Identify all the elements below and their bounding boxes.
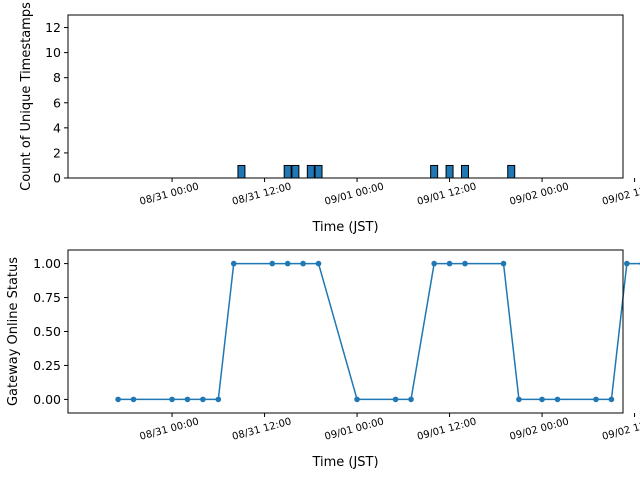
data-point <box>215 396 222 403</box>
y-tick-label: 0.75 <box>33 290 61 305</box>
y-tick-label: 0.00 <box>33 392 61 407</box>
data-point <box>230 260 237 267</box>
data-point <box>431 260 437 267</box>
data-point <box>392 396 399 403</box>
data-point <box>300 260 306 267</box>
y-tick-label: 12 <box>45 20 61 35</box>
line-chart-points <box>115 260 640 403</box>
data-point <box>446 260 453 267</box>
data-point <box>624 260 630 267</box>
y-tick-label: 1.00 <box>33 256 61 271</box>
line-chart-frame <box>67 249 624 414</box>
bar <box>445 164 454 179</box>
bar <box>291 164 300 179</box>
bar-chart-y-ticks: 0 2 4 6 8 10 12 <box>45 20 68 186</box>
bar <box>460 164 469 179</box>
data-point <box>500 260 507 267</box>
line-chart-y-ticks: 0.00 0.25 0.50 0.75 1.00 <box>33 256 68 407</box>
line-chart-y-axis-label: Gateway Online Status <box>6 257 21 406</box>
data-point <box>354 396 360 403</box>
data-point <box>408 396 414 403</box>
bar <box>283 164 292 179</box>
data-point <box>608 396 615 403</box>
data-point <box>539 396 545 403</box>
bar <box>237 164 246 179</box>
y-tick-label: 8 <box>53 70 61 85</box>
bar-chart-y-axis-label: Count of Unique Timestamps <box>19 2 34 191</box>
y-tick-label: 2 <box>53 145 61 160</box>
y-tick-label: 10 <box>45 45 61 60</box>
y-tick-label: 0 <box>53 171 61 186</box>
line-chart-x-axis-label: Time (JST) <box>311 455 378 470</box>
bar <box>430 164 439 179</box>
bar <box>314 164 323 179</box>
data-point <box>184 396 191 403</box>
y-tick-label: 0.25 <box>33 358 61 373</box>
data-point <box>593 396 599 403</box>
data-point <box>269 260 276 267</box>
y-tick-label: 0.50 <box>33 324 61 339</box>
bar-chart-bars <box>237 164 516 179</box>
bar-chart-frame <box>67 14 624 179</box>
data-point <box>169 396 175 403</box>
y-tick-label: 4 <box>53 120 61 135</box>
data-point <box>200 396 206 403</box>
data-point <box>115 396 121 403</box>
data-point <box>315 260 322 267</box>
bar <box>306 164 315 179</box>
data-point <box>284 260 291 267</box>
y-tick-label: 6 <box>53 95 61 110</box>
bar-chart-x-axis-label: Time (JST) <box>311 220 378 235</box>
data-point <box>462 260 468 267</box>
data-point <box>130 396 137 403</box>
data-point <box>516 396 522 403</box>
bar <box>507 164 516 179</box>
data-point <box>554 396 561 403</box>
